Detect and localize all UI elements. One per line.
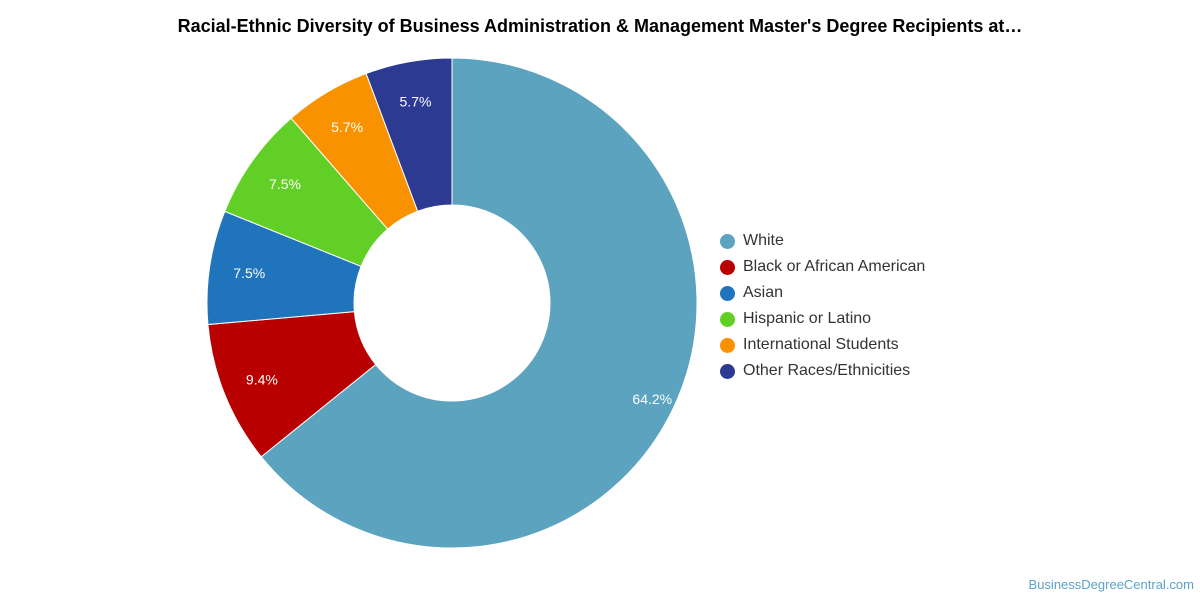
chart-legend: White Black or African American Asian Hispa…: [720, 228, 925, 384]
legend-label: White: [743, 232, 784, 249]
legend-item-white[interactable]: White: [720, 228, 925, 254]
legend-swatch-icon: [720, 259, 735, 275]
legend-swatch-icon: [720, 337, 735, 353]
slice-white[interactable]: [260, 57, 698, 549]
legend-label: Hispanic or Latino: [743, 310, 872, 327]
slice-other-races-ethnicities[interactable]: [365, 57, 453, 212]
legend-item-other-races-ethnicities[interactable]: Other Races/Ethnicities: [720, 358, 925, 384]
legend-swatch-icon: [720, 363, 735, 379]
slice-label-hispanic-or-latino: 7.5%: [269, 176, 301, 192]
legend-label: Asian: [743, 284, 784, 301]
legend-item-black-or-african-american[interactable]: Black or African American: [720, 254, 925, 280]
legend-item-asian[interactable]: Asian: [720, 280, 925, 306]
slice-labels: 64.2% 9.4% 7.5% 7.5% 5.7% 5.7%: [233, 93, 672, 407]
legend-label: Black or African American: [743, 258, 926, 275]
legend-label: Other Races/Ethnicities: [743, 362, 911, 379]
legend-swatch-icon: [720, 311, 735, 327]
slice-label-asian: 7.5%: [233, 265, 265, 281]
legend-item-hispanic-or-latino[interactable]: Hispanic or Latino: [720, 306, 925, 332]
legend-label: International Students: [743, 336, 899, 353]
slice-label-black-or-african-american: 9.4%: [246, 372, 278, 388]
legend-swatch-icon: [720, 233, 735, 249]
slice-label-international-students: 5.7%: [331, 119, 363, 135]
watermark-text: BusinessDegreeCentral.com: [1028, 577, 1194, 592]
donut-slices: [206, 57, 698, 549]
slice-label-white: 64.2%: [632, 391, 672, 407]
chart-title: Racial-Ethnic Diversity of Business Admi…: [177, 16, 1023, 36]
slice-label-other-races-ethnicities: 5.7%: [400, 93, 432, 109]
legend-item-international-students[interactable]: International Students: [720, 332, 925, 358]
legend-swatch-icon: [720, 285, 735, 301]
